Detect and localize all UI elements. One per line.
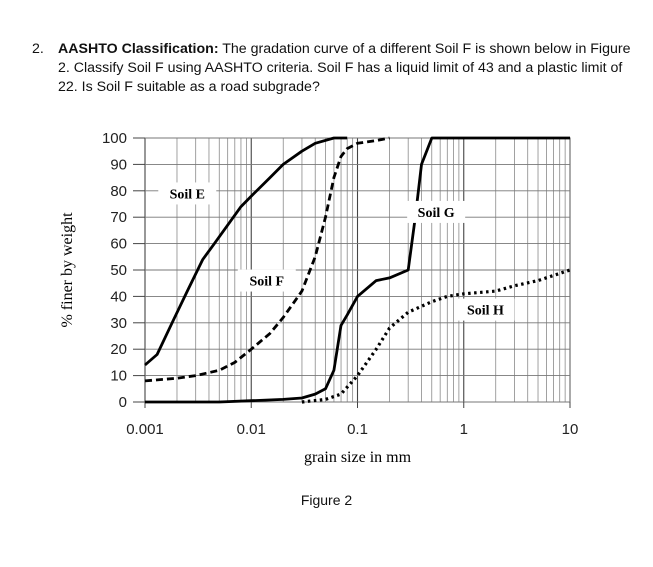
question-block: 2. AASHTO Classification: The gradation … [32,40,632,97]
y-tick-label: 30 [110,315,127,332]
y-tick-label: 20 [110,341,127,358]
figure-caption: Figure 2 [300,492,353,508]
question-text: The gradation curve of a different Soil … [58,41,631,95]
y-tick-label: 60 [110,236,127,253]
series-annotation-soil-e: Soil E [170,187,205,202]
series-line-soil-g [145,136,570,404]
annotation-box [456,298,515,321]
question-number: 2. [32,41,44,57]
y-tick-label: 80 [110,183,127,200]
x-axis-label: grain size in mm [304,449,412,466]
series-line-soil-e [144,136,348,367]
series-line-soil-f [144,136,390,383]
series-annotation-soil-g: Soil G [418,206,455,221]
annotation-box [407,200,466,223]
x-tick-label: 1 [460,421,468,438]
question-text-block: AASHTO Classification: The gradation cur… [58,40,632,97]
y-tick-label: 70 [110,209,127,226]
series-annotation-soil-f: Soil F [249,275,284,290]
y-tick-label: 40 [110,288,127,305]
annotation-box [237,269,296,292]
annotation-box [158,182,217,205]
question-lead: AASHTO Classification: [58,41,219,57]
x-tick-label: 0.001 [126,421,164,438]
y-tick-label: 90 [110,156,127,173]
x-tick-label: 0.01 [237,421,266,438]
y-tick-label: 50 [110,262,127,279]
series-line-soil-h [301,268,571,404]
y-tick-label: 0 [119,394,127,411]
y-tick-label: 100 [102,130,127,147]
x-tick-label: 10 [562,421,579,438]
x-tick-label: 0.1 [347,421,368,438]
y-tick-label: 10 [110,368,127,385]
series-annotation-soil-h: Soil H [467,304,504,319]
y-axis-label: % finer by weight [59,212,76,328]
